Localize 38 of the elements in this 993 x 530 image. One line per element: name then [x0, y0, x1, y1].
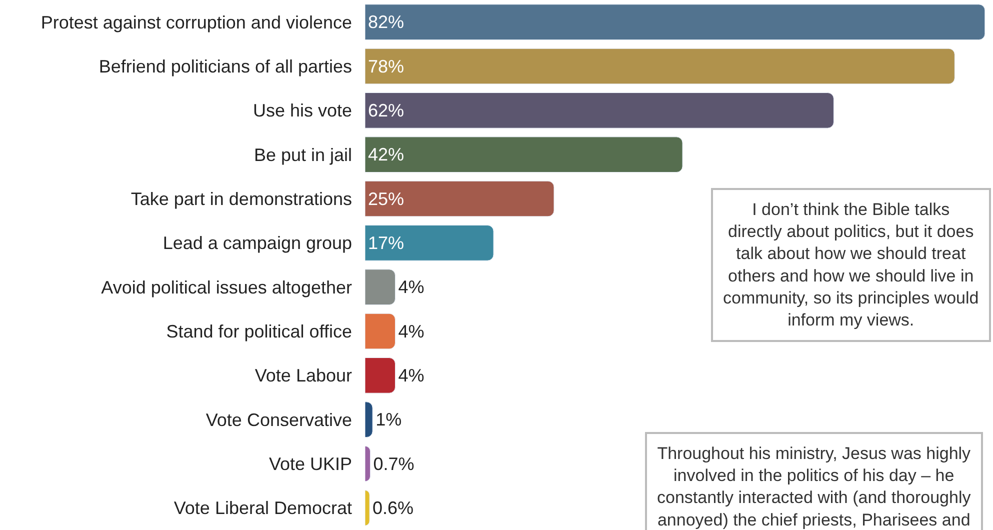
bar — [365, 136, 683, 172]
data-label: 4% — [398, 321, 424, 342]
y-tick-label: Take part in demonstrations — [130, 189, 352, 210]
y-tick-label: Use his vote — [252, 100, 352, 121]
data-label: 17% — [368, 232, 404, 253]
bar — [365, 358, 396, 394]
y-tick-label: Vote Labour — [254, 366, 352, 386]
bar — [365, 48, 955, 84]
bar — [365, 490, 370, 526]
bar — [365, 402, 373, 438]
annotation: Throughout his ministry, Jesus was highly involved in the politics of his day – he constantly interacted with (and thoroughly annoyed) the chief priests, Pharisees and — [657, 444, 972, 530]
y-tick-label: Protest against corruption and violence — [40, 12, 352, 32]
y-tick-label: Befriend politicians of all parties — [98, 56, 352, 77]
y-tick-label: Vote Conservative — [206, 410, 352, 430]
y-tick-label: Avoid political issues altogether — [101, 277, 352, 298]
y-tick-label: Be put in jail — [254, 144, 352, 165]
data-label: 25% — [368, 188, 404, 209]
data-label: 42% — [368, 144, 404, 165]
data-label: 0.6% — [372, 498, 414, 518]
y-tick-label: Vote UKIP — [268, 454, 352, 474]
y-tick-label: Vote Liberal Democrat — [174, 498, 352, 518]
y-tick-label: Stand for political office — [166, 322, 352, 342]
data-label: 4% — [398, 365, 424, 386]
data-label: 82% — [368, 12, 404, 32]
bar — [365, 225, 494, 261]
data-label: 4% — [398, 277, 424, 298]
data-label: 0.7% — [373, 454, 414, 474]
annotation: I don’t think the Bible talks directly about politics, but it does talk about how we should treat others and how we should live in community, so its principles would inform my views. — [723, 200, 979, 330]
data-label: 78% — [368, 56, 404, 76]
bar — [365, 446, 371, 482]
bar — [365, 92, 834, 128]
y-tick-label: Lead a campaign group — [162, 233, 352, 254]
bar — [365, 269, 396, 305]
data-label: 1% — [376, 410, 402, 430]
data-label: 62% — [368, 100, 404, 120]
bar — [365, 180, 554, 217]
bar — [365, 4, 986, 40]
bar — [365, 313, 396, 350]
